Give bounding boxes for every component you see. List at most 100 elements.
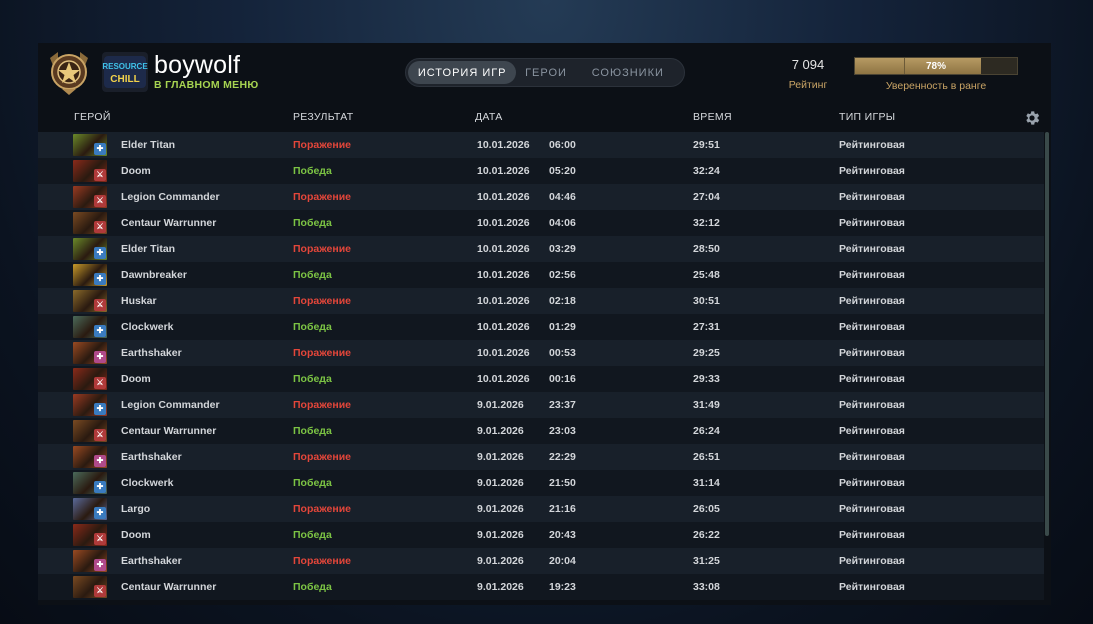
- match-start-time: 23:03: [549, 425, 576, 437]
- tab-allies[interactable]: СОЮЗНИКИ: [591, 66, 664, 79]
- team-logo-line2: CHILL: [110, 74, 139, 85]
- table-row[interactable]: ✚ Earthshaker Поражение 10.01.2026 00:53…: [38, 340, 1044, 366]
- gear-icon[interactable]: [1023, 109, 1041, 127]
- match-game-type: Рейтинговая: [839, 347, 905, 359]
- match-game-type: Рейтинговая: [839, 243, 905, 255]
- table-row[interactable]: ✚ Dawnbreaker Победа 10.01.2026 02:56 25…: [38, 262, 1044, 288]
- team-logo: RESOURCE CHILL: [102, 52, 148, 92]
- hero-role-icon: ⚔: [94, 169, 106, 181]
- match-start-time: 01:29: [549, 321, 576, 333]
- match-duration: 32:24: [693, 165, 720, 177]
- tab-heroes[interactable]: ГЕРОИ: [525, 66, 567, 79]
- match-game-type: Рейтинговая: [839, 425, 905, 437]
- hero-portrait: ⚔: [73, 576, 107, 598]
- profile-tabs: ИСТОРИЯ ИГР ГЕРОИ СОЮЗНИКИ: [405, 58, 685, 87]
- match-start-time: 00:53: [549, 347, 576, 359]
- hero-name: Legion Commander: [121, 191, 220, 203]
- tab-match-history[interactable]: ИСТОРИЯ ИГР: [408, 61, 517, 84]
- match-duration: 27:04: [693, 191, 720, 203]
- match-date: 10.01.2026: [477, 295, 530, 307]
- table-row[interactable]: ✚ Elder Titan Поражение 10.01.2026 03:29…: [38, 236, 1044, 262]
- match-date: 10.01.2026: [477, 243, 530, 255]
- match-duration: 26:22: [693, 529, 720, 541]
- table-row[interactable]: ⚔ Centaur Warrunner Победа 10.01.2026 04…: [38, 210, 1044, 236]
- match-start-time: 06:00: [549, 139, 576, 151]
- hero-role-icon: ✚: [94, 351, 106, 363]
- table-row[interactable]: ✚ Clockwerk Победа 9.01.2026 21:50 31:14…: [38, 470, 1044, 496]
- table-row[interactable]: ✚ Legion Commander Поражение 9.01.2026 2…: [38, 392, 1044, 418]
- hero-role-icon: ✚: [94, 559, 106, 571]
- match-game-type: Рейтинговая: [839, 295, 905, 307]
- table-row[interactable]: ⚔ Legion Commander Поражение 10.01.2026 …: [38, 184, 1044, 210]
- team-logo-icon: RESOURCE CHILL: [102, 56, 148, 88]
- match-result: Поражение: [293, 503, 351, 515]
- table-row[interactable]: ✚ Earthshaker Поражение 9.01.2026 22:29 …: [38, 444, 1044, 470]
- match-duration: 26:05: [693, 503, 720, 515]
- hero-portrait: ⚔: [73, 212, 107, 234]
- match-result: Победа: [293, 425, 332, 437]
- match-game-type: Рейтинговая: [839, 529, 905, 541]
- hero-name: Clockwerk: [121, 477, 174, 489]
- back-to-main-menu-link[interactable]: В ГЛАВНОМ МЕНЮ: [154, 79, 259, 91]
- hero-portrait: ✚: [73, 550, 107, 572]
- match-start-time: 03:29: [549, 243, 576, 255]
- rating-label: Рейтинг: [788, 79, 828, 91]
- match-result: Поражение: [293, 451, 351, 463]
- hero-name: Centaur Warrunner: [121, 425, 217, 437]
- table-row[interactable]: ⚔ Doom Победа 10.01.2026 05:20 32:24 Рей…: [38, 158, 1044, 184]
- match-start-time: 21:50: [549, 477, 576, 489]
- match-duration: 33:08: [693, 581, 720, 593]
- hero-name: Dawnbreaker: [121, 269, 187, 281]
- rank-confidence-tick: [904, 58, 905, 74]
- match-duration: 26:51: [693, 451, 720, 463]
- table-row[interactable]: ⚔ Centaur Warrunner Победа 9.01.2026 23:…: [38, 418, 1044, 444]
- match-result: Победа: [293, 321, 332, 333]
- match-result: Победа: [293, 477, 332, 489]
- table-row[interactable]: ✚ Largo Поражение 9.01.2026 21:16 26:05 …: [38, 496, 1044, 522]
- hero-portrait: ⚔: [73, 420, 107, 442]
- match-game-type: Рейтинговая: [839, 321, 905, 333]
- hero-role-icon: ✚: [94, 403, 106, 415]
- column-header-game-type[interactable]: ТИП ИГРЫ: [839, 111, 896, 123]
- match-date: 9.01.2026: [477, 555, 524, 567]
- column-header-duration[interactable]: ВРЕМЯ: [693, 111, 732, 123]
- match-duration: 29:25: [693, 347, 720, 359]
- hero-portrait: ✚: [73, 472, 107, 494]
- table-row[interactable]: ⚔ Huskar Поражение 10.01.2026 02:18 30:5…: [38, 288, 1044, 314]
- match-result: Поражение: [293, 399, 351, 411]
- match-game-type: Рейтинговая: [839, 165, 905, 177]
- match-duration: 31:25: [693, 555, 720, 567]
- hero-role-icon: ⚔: [94, 585, 106, 597]
- hero-role-icon: ⚔: [94, 299, 106, 311]
- match-start-time: 02:56: [549, 269, 576, 281]
- match-game-type: Рейтинговая: [839, 269, 905, 281]
- match-date: 9.01.2026: [477, 451, 524, 463]
- match-result: Поражение: [293, 347, 351, 359]
- hero-role-icon: ⚔: [94, 221, 106, 233]
- rank-medal-icon[interactable]: [44, 48, 94, 98]
- table-row[interactable]: ⚔ Doom Победа 10.01.2026 00:16 29:33 Рей…: [38, 366, 1044, 392]
- table-row[interactable]: ✚ Elder Titan Поражение 10.01.2026 06:00…: [38, 132, 1044, 158]
- column-header-hero[interactable]: ГЕРОЙ: [74, 111, 111, 123]
- match-date: 10.01.2026: [477, 191, 530, 203]
- table-row[interactable]: ⚔ Centaur Warrunner Победа 9.01.2026 19:…: [38, 574, 1044, 600]
- hero-role-icon: ✚: [94, 325, 106, 337]
- match-game-type: Рейтинговая: [839, 217, 905, 229]
- match-date: 9.01.2026: [477, 425, 524, 437]
- table-row[interactable]: ⚔ Doom Победа 9.01.2026 20:43 26:22 Рейт…: [38, 522, 1044, 548]
- match-start-time: 05:20: [549, 165, 576, 177]
- column-header-result[interactable]: РЕЗУЛЬТАТ: [293, 111, 354, 123]
- match-date: 10.01.2026: [477, 373, 530, 385]
- column-header-date[interactable]: ДАТА: [475, 111, 503, 123]
- match-result: Победа: [293, 165, 332, 177]
- hero-role-icon: ✚: [94, 247, 106, 259]
- table-row[interactable]: ✚ Earthshaker Поражение 9.01.2026 20:04 …: [38, 548, 1044, 574]
- match-result: Победа: [293, 581, 332, 593]
- scrollbar[interactable]: [1045, 132, 1049, 536]
- match-duration: 32:12: [693, 217, 720, 229]
- match-duration: 27:31: [693, 321, 720, 333]
- match-start-time: 19:23: [549, 581, 576, 593]
- table-row[interactable]: ✚ Clockwerk Победа 10.01.2026 01:29 27:3…: [38, 314, 1044, 340]
- match-result: Победа: [293, 217, 332, 229]
- hero-name: Doom: [121, 165, 151, 177]
